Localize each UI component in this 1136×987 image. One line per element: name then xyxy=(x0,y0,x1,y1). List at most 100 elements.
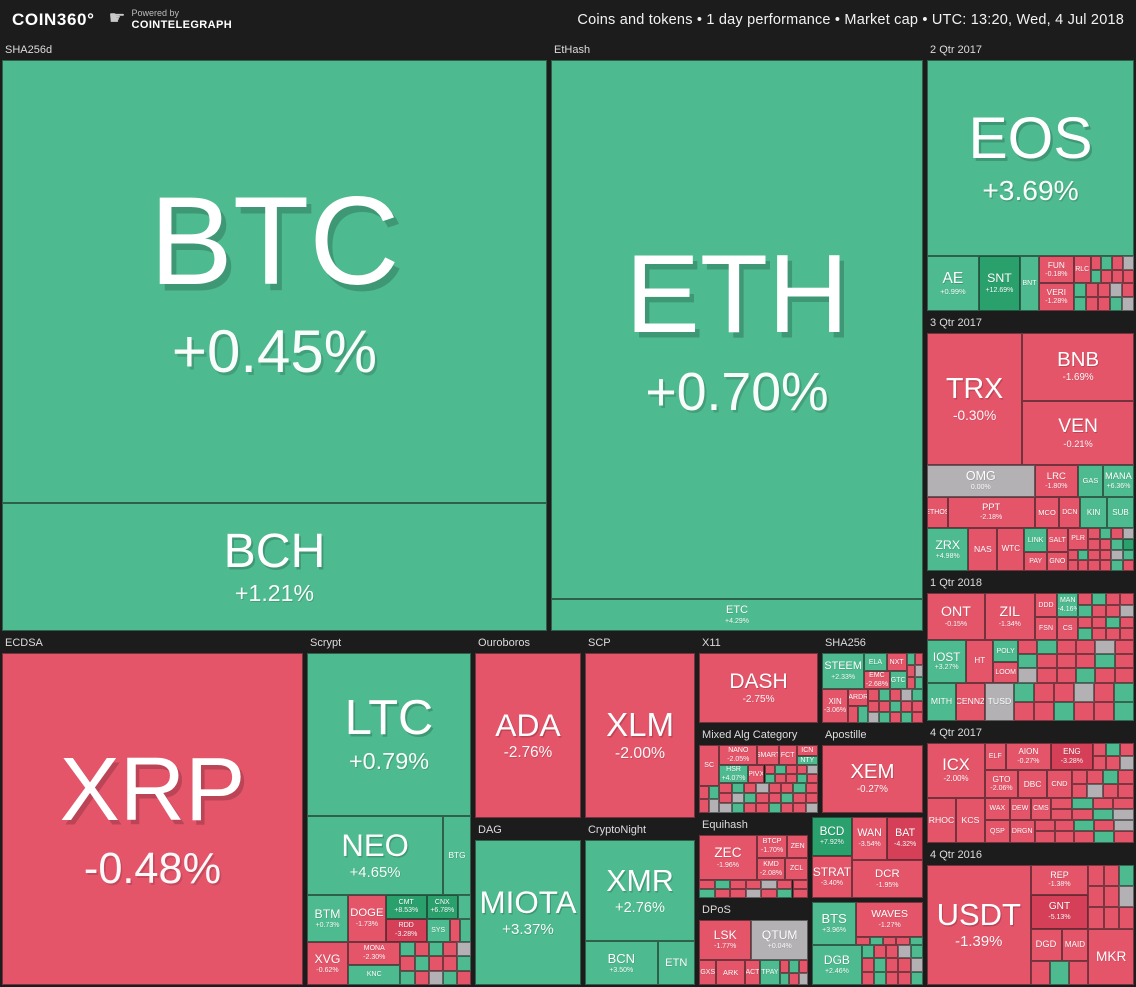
tile-neo[interactable]: NEO +4.65% xyxy=(307,815,444,896)
tile-small[interactable] xyxy=(719,792,732,803)
tile-small[interactable] xyxy=(1056,668,1077,683)
tile-ada[interactable]: ADA -2.76% xyxy=(475,653,581,819)
tile-small[interactable] xyxy=(909,936,923,946)
tile-small[interactable] xyxy=(798,960,809,973)
tile-eng[interactable]: ENG -3.28% xyxy=(1051,742,1093,770)
tile-cms[interactable]: CMS xyxy=(1030,797,1052,820)
tile-small[interactable] xyxy=(1013,701,1034,721)
tile-small[interactable] xyxy=(1114,640,1134,655)
tile-bat[interactable]: BAT -4.32% xyxy=(887,817,923,860)
tile-zrx[interactable]: ZRX +4.98% xyxy=(927,528,969,572)
tile-small[interactable] xyxy=(1103,864,1119,887)
tile-small[interactable] xyxy=(1099,528,1112,539)
tile-cnd[interactable]: CND xyxy=(1047,769,1072,798)
tile-small[interactable] xyxy=(1113,701,1134,721)
tile-small[interactable] xyxy=(789,960,799,973)
tile-btc[interactable]: BTC +0.45% xyxy=(2,60,548,503)
tile-small[interactable] xyxy=(1034,831,1055,843)
tile-small[interactable] xyxy=(1113,808,1134,820)
tile-small[interactable] xyxy=(798,972,809,985)
tile-kmd[interactable]: KMD -2.08% xyxy=(756,857,786,881)
tile-small[interactable] xyxy=(1071,783,1088,798)
tile-small[interactable] xyxy=(714,880,731,890)
tile-icx[interactable]: ICX -2.00% xyxy=(927,742,985,798)
tile-xrp[interactable]: XRP -0.48% xyxy=(2,653,304,985)
tile-small[interactable] xyxy=(1034,819,1055,832)
tile-small[interactable] xyxy=(796,774,808,783)
tile-small[interactable] xyxy=(1085,283,1098,298)
tile-small[interactable] xyxy=(807,774,819,783)
tile-small[interactable] xyxy=(792,889,809,899)
tile-small[interactable] xyxy=(1076,654,1096,669)
tile-small[interactable] xyxy=(1018,668,1038,683)
tile-small[interactable] xyxy=(906,653,915,666)
tile-small[interactable] xyxy=(1092,604,1107,617)
tile-small[interactable] xyxy=(775,774,786,783)
tile-small[interactable] xyxy=(874,958,887,972)
tile-small[interactable] xyxy=(761,880,777,890)
tile-rhoc[interactable]: RHOC xyxy=(927,797,956,843)
tile-small[interactable] xyxy=(886,971,899,985)
tile-dash[interactable]: DASH -2.75% xyxy=(699,653,819,723)
tile-knc[interactable]: KNC xyxy=(348,965,401,985)
tile-small[interactable] xyxy=(1090,255,1102,270)
tile-small[interactable] xyxy=(428,970,443,985)
tile-small[interactable] xyxy=(456,956,471,971)
tile-small[interactable] xyxy=(428,941,443,957)
tile-veri[interactable]: VERI -1.28% xyxy=(1038,283,1074,311)
tile-small[interactable] xyxy=(1074,819,1095,832)
tile-small[interactable] xyxy=(1051,808,1072,820)
tile-gno[interactable]: GNO xyxy=(1047,552,1068,572)
tile-small[interactable] xyxy=(1076,640,1096,655)
tile-small[interactable] xyxy=(886,945,899,959)
tile-sys[interactable]: SYS xyxy=(426,918,450,942)
tile-fun[interactable]: FUN -0.18% xyxy=(1038,255,1074,284)
tile-ht[interactable]: HT xyxy=(966,640,994,683)
tile-bnb[interactable]: BNB -1.69% xyxy=(1022,333,1134,401)
tile-small[interactable] xyxy=(848,706,859,723)
tile-kcs[interactable]: KCS xyxy=(956,797,985,843)
tile-small[interactable] xyxy=(898,971,911,985)
tile-small[interactable] xyxy=(785,765,797,775)
tile-zcl[interactable]: ZCL xyxy=(785,857,809,881)
tile-small[interactable] xyxy=(1114,654,1134,669)
tile-eth[interactable]: ETH +0.70% xyxy=(551,60,924,600)
tile-cmt[interactable]: CMT +8.53% xyxy=(385,895,427,919)
tile-small[interactable] xyxy=(731,802,744,813)
tile-dgd[interactable]: DGD xyxy=(1030,928,1062,961)
tile-small[interactable] xyxy=(414,941,429,957)
tile-small[interactable] xyxy=(1121,283,1134,298)
tile-small[interactable] xyxy=(805,802,819,813)
tile-nano[interactable]: NANO -2.05% xyxy=(719,744,758,766)
tile-small[interactable] xyxy=(1114,819,1134,832)
tile-small[interactable] xyxy=(1071,808,1093,820)
tile-small[interactable] xyxy=(1092,797,1114,809)
tile-small[interactable] xyxy=(1088,528,1100,539)
tile-small[interactable] xyxy=(745,880,762,890)
tile-emc[interactable]: EMC -2.68% xyxy=(864,671,890,690)
tile-fsn[interactable]: FSN xyxy=(1034,617,1058,641)
tile-small[interactable] xyxy=(1088,560,1100,572)
tile-small[interactable] xyxy=(898,945,911,959)
tile-small[interactable] xyxy=(1114,668,1134,683)
tile-small[interactable] xyxy=(792,880,809,890)
tile-drgn[interactable]: DRGN xyxy=(1009,819,1035,843)
tile-small[interactable] xyxy=(1094,831,1115,843)
tile-omg[interactable]: OMG 0.00% xyxy=(927,465,1035,498)
tile-small[interactable] xyxy=(1120,592,1134,605)
tile-small[interactable] xyxy=(699,785,710,800)
tile-small[interactable] xyxy=(1074,831,1095,843)
tile-small[interactable] xyxy=(912,689,923,701)
tile-small[interactable] xyxy=(456,970,471,985)
tile-small[interactable] xyxy=(1112,255,1124,270)
tile-small[interactable] xyxy=(779,960,790,973)
tile-small[interactable] xyxy=(457,895,471,919)
tile-small[interactable] xyxy=(1087,769,1103,784)
tile-tpay[interactable]: TPAY xyxy=(760,960,780,985)
tile-small[interactable] xyxy=(1092,592,1107,605)
tile-xmr[interactable]: XMR +2.76% xyxy=(584,840,696,942)
cointelegraph-branding[interactable]: ☛ Powered by COINTELEGRAPH xyxy=(108,8,232,31)
tile-man[interactable]: MAN+4.16% xyxy=(1057,592,1079,618)
tile-small[interactable] xyxy=(460,918,471,942)
tile-usdt[interactable]: USDT -1.39% xyxy=(927,864,1031,985)
